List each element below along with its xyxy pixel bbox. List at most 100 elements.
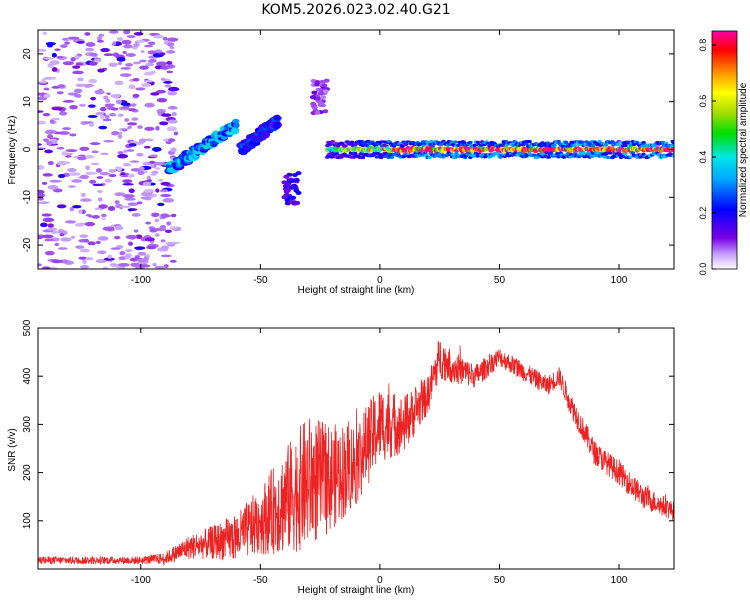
spectrogram-cell <box>136 201 143 205</box>
spectrogram-cell <box>150 173 157 177</box>
spectrogram-cell <box>116 37 124 42</box>
spectrogram-cell <box>45 129 57 134</box>
spectrogram-cell <box>49 119 55 124</box>
spectrogram-cell <box>79 174 89 180</box>
spectrogram-cell <box>65 155 72 158</box>
spectrogram-cell <box>122 163 132 167</box>
spectrogram-cell <box>109 112 117 117</box>
spectrogram-cell <box>273 114 281 121</box>
spectrogram-cell <box>103 53 114 57</box>
spectrogram-cell <box>104 178 113 183</box>
spectrogram-cell <box>560 144 566 148</box>
spectrogram-cell <box>62 99 75 103</box>
spectrogram-cell <box>119 73 132 77</box>
spectrogram-cell <box>169 226 178 230</box>
spectrogram-cell <box>124 197 136 201</box>
spectrogram-cell <box>38 48 47 52</box>
spectrogram-cell <box>155 188 160 193</box>
spectrogram-cell <box>38 165 45 170</box>
spectrogram-cell <box>99 171 110 176</box>
spectrogram-cell <box>78 209 83 215</box>
spectrogram-cell <box>164 78 171 82</box>
spectrogram-x-label: Height of straight line (km) <box>298 285 415 296</box>
spectrogram-cell <box>38 120 47 125</box>
spectrogram-cell <box>49 60 60 66</box>
spectrogram-cell <box>357 155 362 159</box>
spectrogram-cell <box>283 189 290 194</box>
spectrogram-cell <box>132 93 140 98</box>
spectrogram-cell <box>67 185 76 188</box>
spectrogram-cell <box>144 102 155 108</box>
spectrogram-cell <box>310 101 317 106</box>
spectrogram-cell <box>51 52 57 58</box>
spectrogram-cell <box>68 172 81 176</box>
spectrogram-cell <box>74 222 85 227</box>
spectrogram-cell <box>322 89 329 94</box>
spectrogram-cell <box>57 84 65 88</box>
spectrogram-cell <box>151 170 159 175</box>
spectrogram-cell <box>54 48 61 52</box>
spectrogram-cell <box>149 154 159 158</box>
spectrogram-cell <box>233 122 240 129</box>
spectrogram-cell <box>135 234 143 239</box>
spectrogram-cell <box>38 92 43 96</box>
spectrogram-cell <box>315 87 322 92</box>
spectrogram-cell <box>117 134 123 139</box>
spectrogram-cell <box>143 189 155 193</box>
spectrogram-cell <box>128 208 133 212</box>
spectrogram-cell <box>671 141 674 145</box>
spectrogram-cell <box>132 77 140 82</box>
spectrogram-cell <box>669 144 674 148</box>
spectrogram-cell <box>76 40 85 44</box>
spectrogram-cell <box>135 87 146 91</box>
spectrogram-cell <box>311 105 318 110</box>
spectrogram-cell <box>127 122 138 126</box>
spectrogram-cell <box>120 205 131 209</box>
spectrogram-cell <box>43 87 50 91</box>
spectrogram-cell <box>41 234 54 239</box>
spectrogram-heatmap <box>38 30 674 269</box>
spectrogram-cell <box>38 235 44 240</box>
spectrogram-cell <box>141 82 152 88</box>
spectrogram-cell <box>145 138 154 142</box>
spectrogram-cell <box>85 42 96 47</box>
spectrogram-cell <box>130 103 137 107</box>
spectrogram-cell <box>143 256 149 262</box>
spectrogram-cell <box>155 89 167 94</box>
spectrogram-cell <box>125 234 138 240</box>
spectrogram-cell <box>142 181 152 187</box>
spectrogram-cell <box>291 200 298 205</box>
spectrogram-cell <box>157 202 165 207</box>
spectrogram-cell <box>293 178 300 183</box>
spectrogram-cell <box>317 101 324 106</box>
spectrogram-cell <box>167 106 178 110</box>
spectrogram-x-ticks: -100 -50 0 50 100 <box>131 30 628 286</box>
spectrogram-cell <box>117 113 124 117</box>
spectrogram-cell <box>60 237 72 242</box>
spectrogram-cell <box>85 257 94 261</box>
spectrogram-cell <box>65 149 78 153</box>
spectrogram-cell <box>317 91 324 96</box>
spectrogram-cell <box>97 236 109 241</box>
spectrogram-cell <box>153 161 166 166</box>
spectrogram-cell <box>80 192 86 197</box>
spectrogram-cell <box>75 245 85 249</box>
spectrogram-cell <box>166 61 173 65</box>
spectrogram-cell <box>143 71 154 76</box>
spectrogram-cell <box>139 166 145 171</box>
spectrogram-cell <box>167 42 175 47</box>
spectrogram-cell <box>46 227 59 231</box>
spectrogram-cell <box>634 155 640 159</box>
spectrogram-cell <box>56 91 64 95</box>
snr-x-label: Height of straight line (km) <box>298 585 415 596</box>
spectrogram-cell <box>43 94 51 98</box>
spectrogram-cell <box>162 36 168 41</box>
spectrogram-cell <box>79 198 92 202</box>
spectrogram-cell <box>101 213 107 218</box>
spectrogram-cell <box>62 61 74 66</box>
spectrogram-cell <box>143 145 151 149</box>
spectrogram-cell <box>170 213 177 218</box>
spectrogram-cell <box>41 266 51 269</box>
spectrogram-cell <box>47 134 54 139</box>
spectrogram-cell <box>74 55 80 60</box>
